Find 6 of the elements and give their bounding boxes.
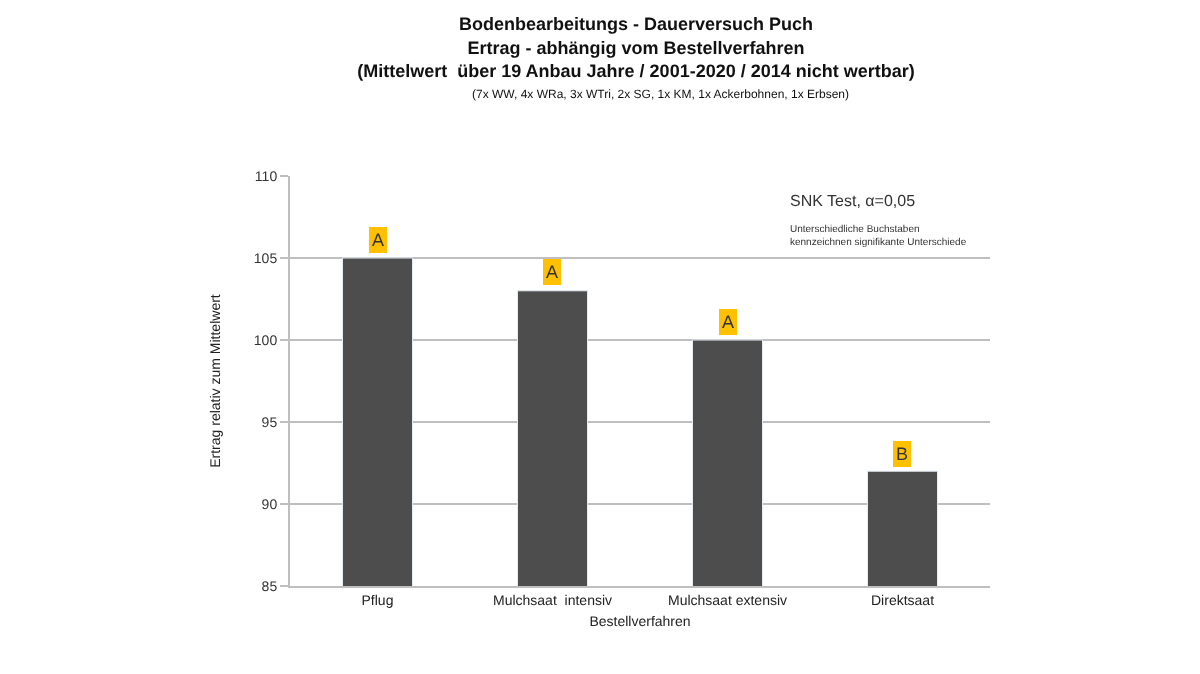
annotation: A	[546, 262, 559, 282]
annotation: A	[722, 312, 735, 332]
annotation: B	[896, 444, 909, 464]
annotation: A	[372, 230, 385, 250]
annotation: SNK Test, α=0,05	[790, 192, 917, 210]
chart-title: Bodenbearbeitungs - Dauerversuch Puch Ertrag - abhängig vom Bestellverfahren (Mittelwert über 19 Anbau Jahre / 2001-2020 / 2014 nicht wertbar)	[357, 14, 915, 82]
